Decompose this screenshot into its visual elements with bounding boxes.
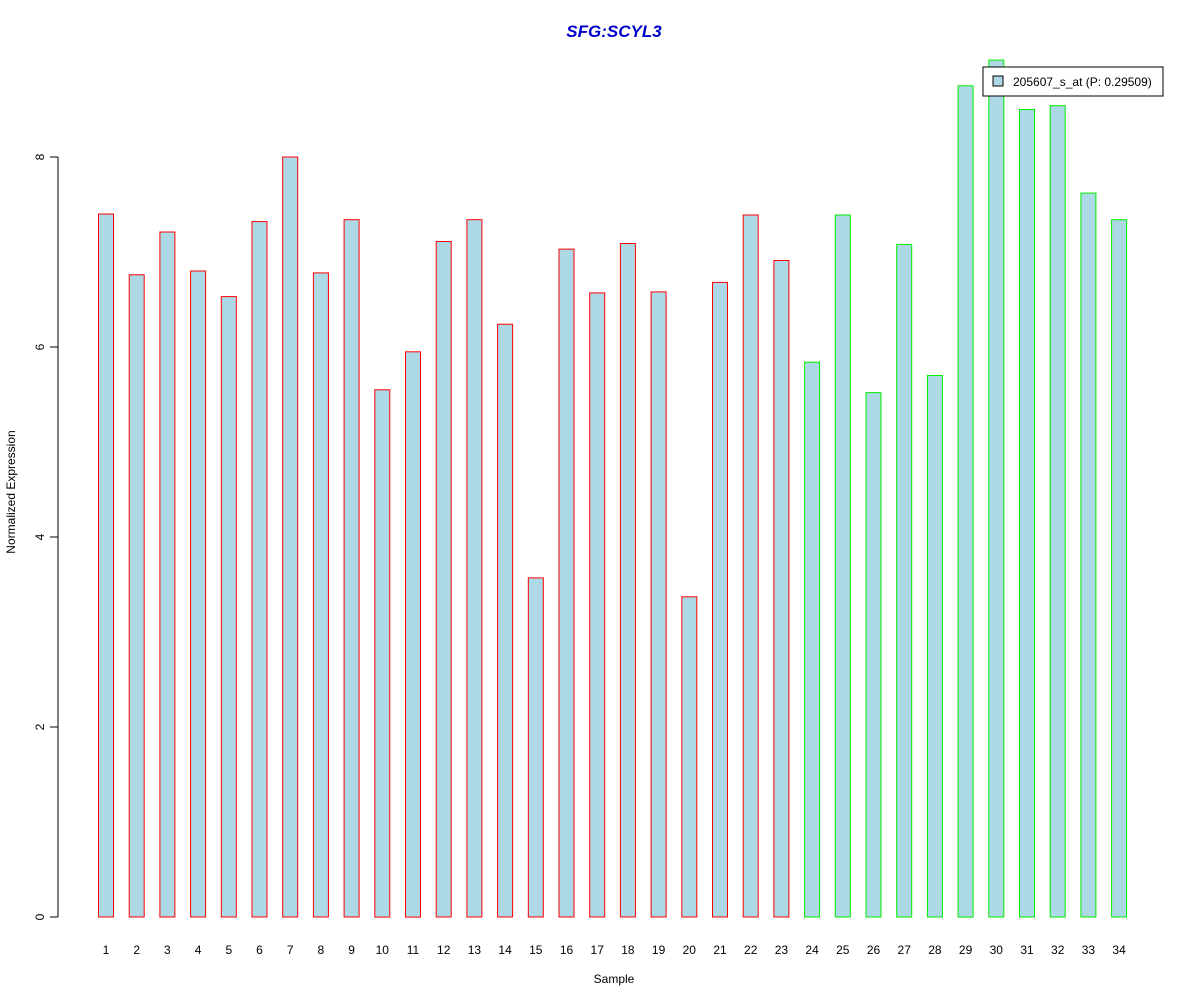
y-axis-tick-label: 4 <box>33 533 47 540</box>
chart-title: SFG:SCYL3 <box>566 22 662 41</box>
bar-32 <box>1049 105 1066 918</box>
x-axis-tick-label: 20 <box>683 943 697 957</box>
bar-15 <box>527 577 544 918</box>
x-axis-tick-label: 21 <box>713 943 727 957</box>
bar-30 <box>988 59 1005 918</box>
bar-34 <box>1111 219 1128 918</box>
x-axis-tick-label: 27 <box>898 943 912 957</box>
bar-31 <box>1019 109 1035 918</box>
x-axis-tick-label: 30 <box>990 943 1004 957</box>
x-axis-tick-label: 15 <box>529 943 543 957</box>
x-axis-tick-label: 7 <box>287 943 294 957</box>
x-axis-tick-labels: 1 2 3 4 5 6 7 8 9 10 11 12 13 14 15 16 17 18 19 20 21 22 23 24 2… <box>103 943 1126 957</box>
x-axis-tick-label: 3 <box>164 943 171 957</box>
bar-12 <box>435 241 452 918</box>
x-axis-tick-label: 25 <box>836 943 850 957</box>
bar-19 <box>650 291 667 918</box>
bar-33 <box>1080 192 1097 918</box>
bar-17 <box>589 292 606 918</box>
x-axis-tick-label: 16 <box>560 943 574 957</box>
bar-14 <box>497 323 514 918</box>
x-axis-tick-label: 14 <box>498 943 512 957</box>
bar-11 <box>405 351 421 918</box>
x-axis-tick-label: 9 <box>348 943 355 957</box>
bar-21 <box>712 281 728 918</box>
y-axis-tick-label: 8 <box>33 153 47 160</box>
legend-swatch <box>992 75 1004 87</box>
y-axis-tick-label: 6 <box>33 343 47 350</box>
x-axis-tick-label: 1 <box>103 943 110 957</box>
legend-entry: 205607_s_at (P: 0.29509) <box>1013 75 1152 89</box>
legend-box <box>982 66 1164 97</box>
x-axis-tick-label: 13 <box>468 943 482 957</box>
x-axis-tick-label: 24 <box>805 943 819 957</box>
bar-18 <box>619 243 636 918</box>
bar-10 <box>374 389 391 918</box>
x-axis-tick-label: 8 <box>318 943 325 957</box>
x-axis-tick-label: 28 <box>928 943 942 957</box>
legend: 205607_s_at (P: 0.29509) <box>982 66 1164 97</box>
x-axis-tick-label: 4 <box>195 943 202 957</box>
bar-22 <box>742 214 759 918</box>
x-axis-tick-label: 22 <box>744 943 758 957</box>
x-axis-tick-label: 10 <box>376 943 390 957</box>
bar-9 <box>343 219 360 918</box>
bar-23 <box>773 260 790 918</box>
x-axis-tick-label: 19 <box>652 943 666 957</box>
y-axis-tick-label: 0 <box>33 913 47 920</box>
x-axis-tick-label: 11 <box>407 943 420 957</box>
x-axis-tick-label: 23 <box>775 943 789 957</box>
x-axis-tick-label: 12 <box>437 943 451 957</box>
x-axis-tick-label: 34 <box>1112 943 1126 957</box>
x-axis-tick-label: 32 <box>1051 943 1065 957</box>
y-axis-tick-label: 2 <box>33 723 47 730</box>
x-axis-tick-label: 18 <box>621 943 635 957</box>
bar-20 <box>681 596 698 918</box>
x-axis-tick-label: 29 <box>959 943 973 957</box>
bar-26 <box>865 392 882 918</box>
bar-27 <box>896 243 913 918</box>
bar-7 <box>282 156 299 918</box>
y-axis: 0 2 4 6 8 <box>33 153 59 920</box>
bar-2 <box>128 274 145 918</box>
bar-13 <box>466 219 483 918</box>
x-axis-tick-label: 26 <box>867 943 881 957</box>
x-axis-tick-label: 33 <box>1082 943 1096 957</box>
bar-24 <box>804 361 821 918</box>
bar-25 <box>834 214 851 918</box>
x-axis-tick-label: 31 <box>1020 943 1034 957</box>
bar-8 <box>312 272 329 918</box>
x-axis-tick-label: 6 <box>256 943 263 957</box>
x-axis-tick-label: 2 <box>133 943 140 957</box>
y-axis-label: Normalized Expression <box>4 430 18 553</box>
bar-5 <box>220 296 237 918</box>
bar-3 <box>159 231 176 918</box>
x-axis-tick-label: 17 <box>591 943 605 957</box>
bar-29 <box>957 85 974 918</box>
bar-1 <box>98 213 114 918</box>
bar-6 <box>251 221 268 918</box>
bar-16 <box>558 248 575 918</box>
x-axis-tick-label: 5 <box>225 943 232 957</box>
x-axis-label: Sample <box>594 972 635 986</box>
bar-4 <box>190 270 207 918</box>
bar-28 <box>926 375 943 918</box>
bars <box>98 59 1128 918</box>
